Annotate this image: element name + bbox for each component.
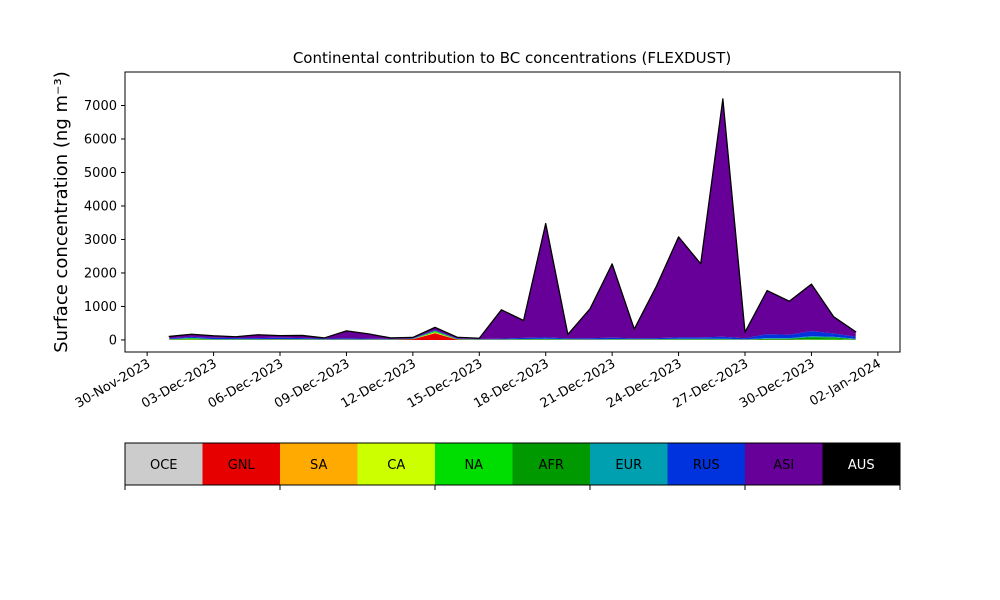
y-tick-label: 4000	[84, 199, 117, 214]
legend-swatch	[822, 443, 900, 485]
area	[169, 330, 856, 340]
legend-label: AFR	[539, 458, 564, 473]
legend-swatch	[280, 443, 358, 485]
legend: OCE GNL SA CA NA AFR EUR RUS ASI AUS	[124, 442, 901, 486]
colorbar-ticks	[124, 485, 901, 490]
x-tick-label: 02-Jan-2024	[807, 356, 884, 409]
legend-label: OCE	[150, 458, 178, 473]
legend-swatch	[125, 443, 203, 485]
legend-frame	[124, 442, 901, 486]
legend-swatch	[590, 443, 668, 485]
legend-swatch	[512, 443, 590, 485]
legend-label: SA	[310, 458, 327, 473]
area	[169, 98, 856, 339]
y-axis-label: Surface concentration (ng m⁻³)	[51, 71, 72, 353]
area	[169, 330, 856, 340]
legend-label: AUS	[848, 458, 875, 473]
y-tick-label: 0	[109, 333, 117, 348]
chart-title: Continental contribution to BC concentra…	[293, 49, 731, 67]
plot-frame	[124, 71, 901, 353]
legend-swatch	[202, 443, 280, 485]
legend-label: ASI	[773, 458, 794, 473]
legend-swatch	[435, 443, 513, 485]
y-tick-label: 3000	[84, 233, 117, 248]
legend-label: GNL	[228, 458, 256, 473]
area	[168, 98, 857, 339]
legend-label: RUS	[693, 458, 720, 473]
legend-swatch	[667, 443, 745, 485]
y-tick-label: 2000	[84, 266, 117, 281]
legend-label: CA	[387, 458, 405, 473]
plot-area	[168, 98, 857, 340]
legend-label: NA	[464, 458, 483, 473]
y-tick-label: 1000	[84, 300, 117, 315]
legend-swatch	[745, 443, 823, 485]
legend-label: EUR	[615, 458, 642, 473]
x-tick-label: 30-Dec-2023	[737, 356, 817, 411]
y-tick-label: 6000	[84, 132, 117, 147]
y-tick-label: 5000	[84, 166, 117, 181]
legend-swatch	[357, 443, 435, 485]
y-tick-label: 7000	[84, 99, 117, 114]
